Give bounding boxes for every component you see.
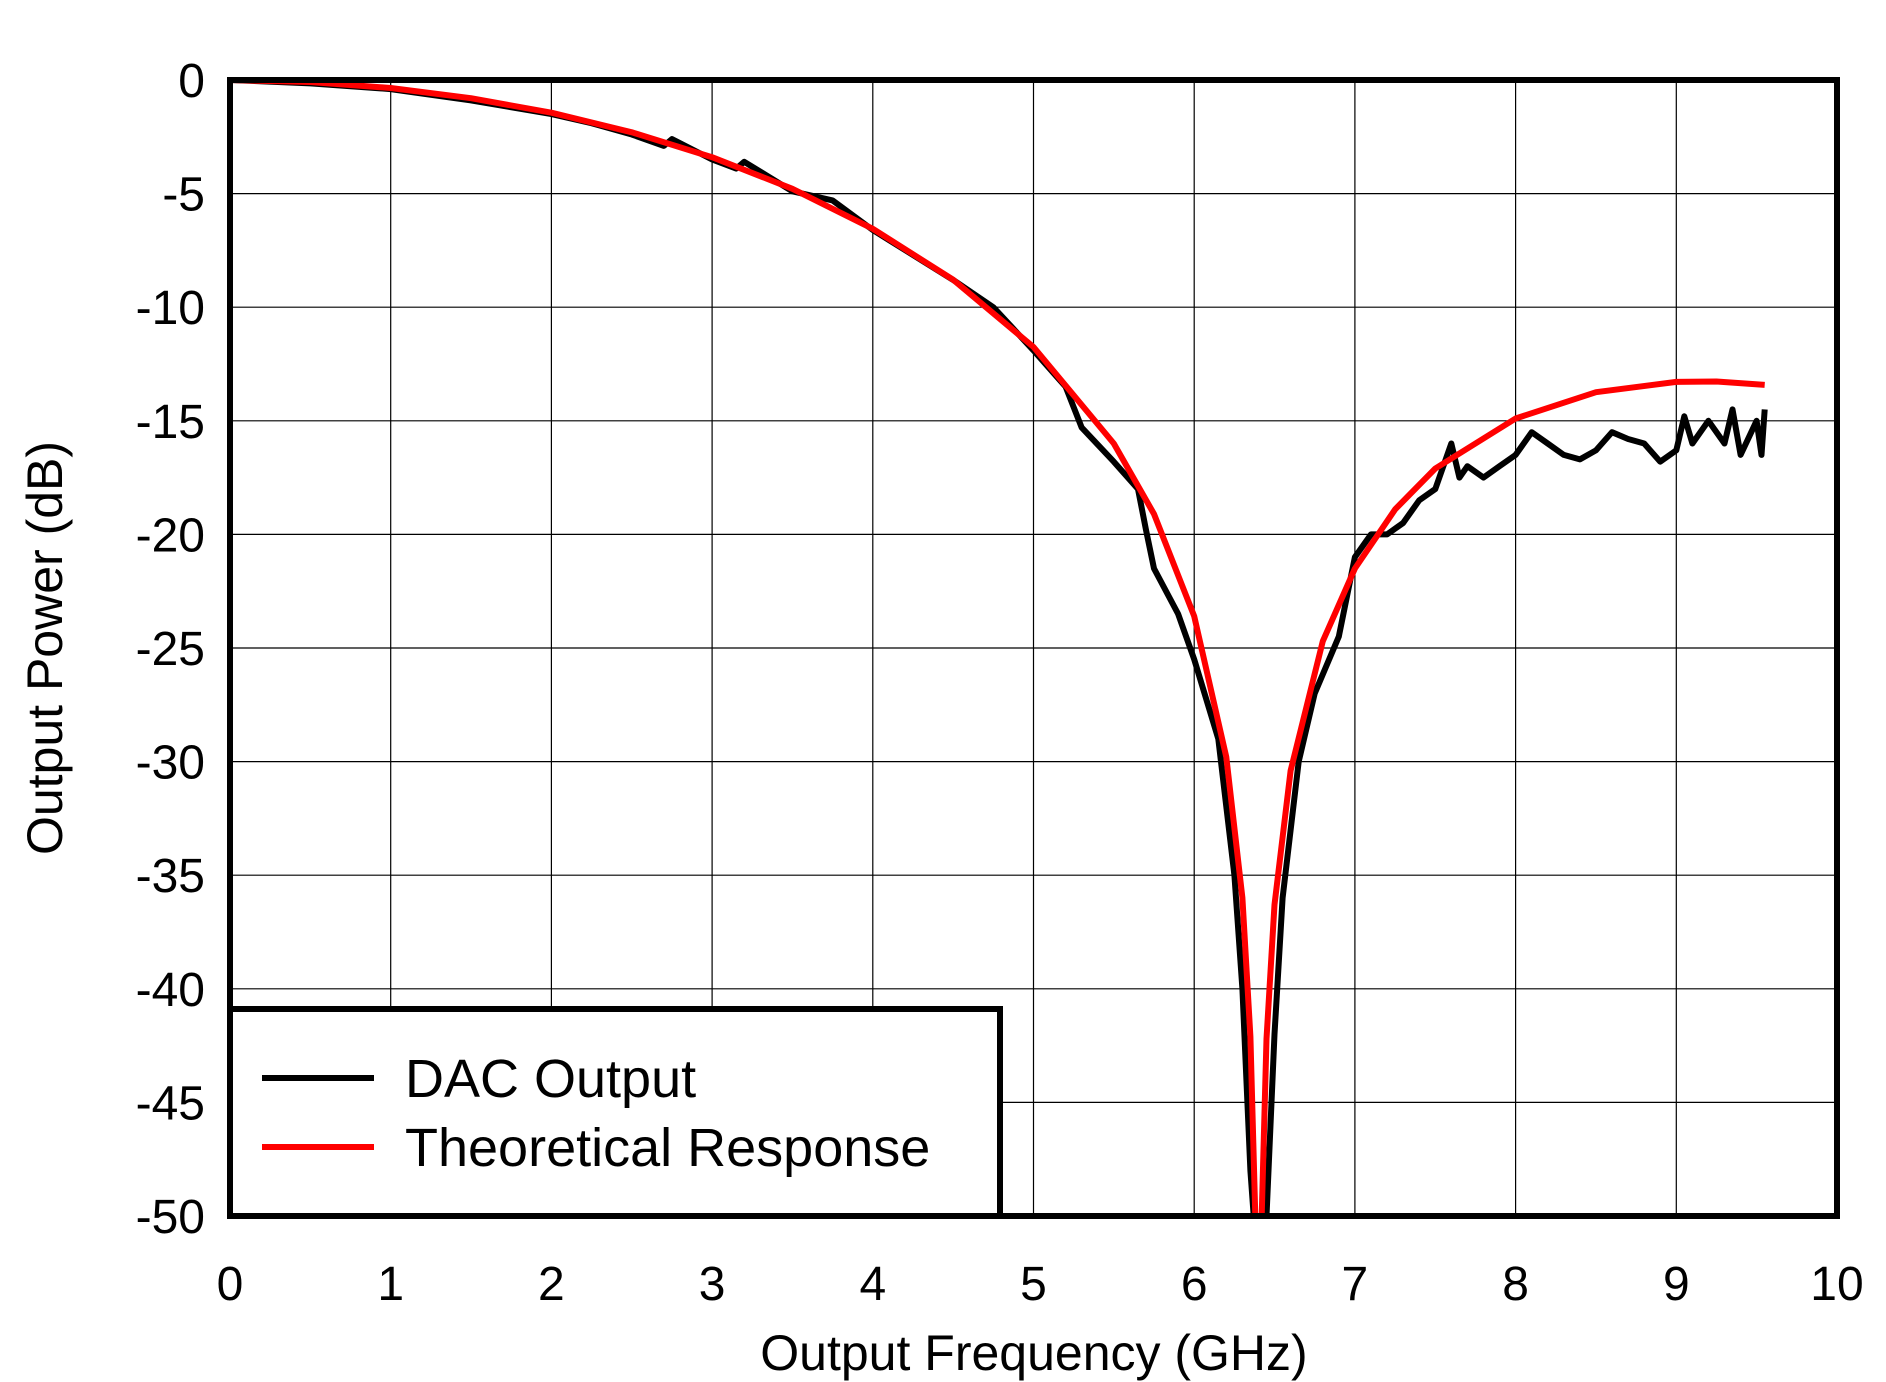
series-line-theoretical-response [230,80,1765,1216]
x-tick-label: 2 [538,1258,565,1311]
legend-label-dac-output: DAC Output [405,1049,696,1109]
series-line-dac-output [230,80,1768,1216]
y-tick-label: -5 [162,169,205,222]
y-tick-label: -50 [136,1191,205,1244]
x-tick-label: 4 [859,1258,886,1311]
x-tick-label: 3 [699,1258,726,1311]
legend: DAC Output Theoretical Response [227,1006,1003,1219]
x-axis-title: Output Frequency (GHz) [760,1325,1307,1381]
y-tick-label: -10 [136,282,205,335]
y-tick-label: -45 [136,1077,205,1130]
x-tick-label: 6 [1181,1258,1208,1311]
x-tick-label: 1 [377,1258,404,1311]
y-tick-label: -35 [136,850,205,903]
x-tick-label: 8 [1502,1258,1529,1311]
y-tick-labels: 0 -5 -10 -15 -20 -25 -30 -35 -40 -45 -50 [136,55,205,1244]
x-tick-labels: 0 1 2 3 4 5 6 7 8 9 10 [217,1258,1864,1311]
y-axis-title: Output Power (dB) [17,441,73,855]
legend-box [227,1006,1003,1219]
y-tick-label: -40 [136,964,205,1017]
plot-frame [227,77,1840,1219]
y-tick-label: 0 [178,55,205,108]
y-tick-label: -30 [136,737,205,790]
x-tick-label: 10 [1810,1258,1863,1311]
x-tick-label: 5 [1020,1258,1047,1311]
y-tick-label: -15 [136,396,205,449]
x-tick-label: 9 [1663,1258,1690,1311]
legend-label-theoretical-response: Theoretical Response [405,1118,930,1178]
x-tick-label: 0 [217,1258,244,1311]
y-tick-label: -20 [136,509,205,562]
series-lines [230,80,1768,1216]
x-tick-label: 7 [1342,1258,1369,1311]
y-tick-label: -25 [136,623,205,676]
